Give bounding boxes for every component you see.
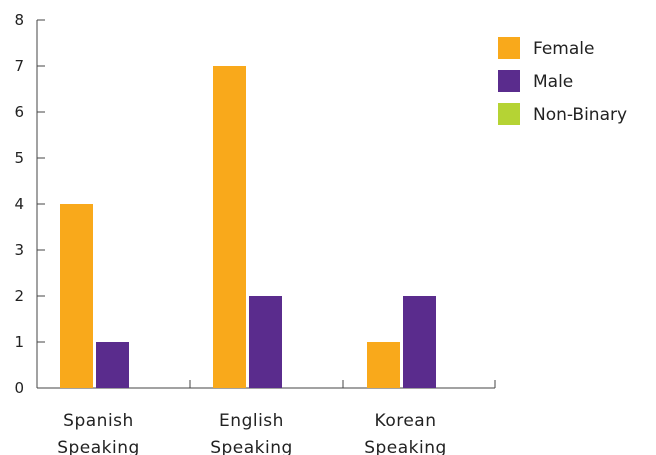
- y-tick-label: 1: [14, 333, 24, 351]
- bar-female-1: [213, 66, 246, 388]
- x-category-label: Korean: [375, 411, 437, 431]
- bars: [60, 66, 436, 388]
- x-category-label: Speaking: [364, 438, 447, 455]
- y-tick-label: 8: [14, 11, 24, 29]
- legend-swatch-non-binary: [498, 103, 520, 125]
- legend-label: Female: [533, 39, 594, 59]
- legend-swatch-female: [498, 37, 520, 59]
- bar-female-2: [367, 342, 400, 388]
- bar-male-1: [249, 296, 282, 388]
- x-axis: Spanish Speaking English Speaking Korean Spea…: [37, 380, 496, 455]
- y-tick-label: 4: [14, 195, 24, 213]
- legend-swatch-male: [498, 70, 520, 92]
- y-tick-label: 0: [14, 379, 24, 397]
- y-tick-label: 2: [14, 287, 24, 305]
- y-tick-label: 7: [14, 57, 24, 75]
- x-category-label: Speaking: [210, 438, 293, 455]
- x-category-label: Speaking: [57, 438, 140, 455]
- y-tick-label: 6: [14, 103, 24, 121]
- bar-female-0: [60, 204, 93, 388]
- y-tick-label: 5: [14, 149, 24, 167]
- legend-label: Male: [533, 72, 573, 92]
- bar-male-2: [403, 296, 436, 388]
- bar-male-0: [96, 342, 129, 388]
- legend-label: Non-Binary: [533, 105, 627, 125]
- y-tick-label: 3: [14, 241, 24, 259]
- y-axis: 0 1 2 3 4 5 6 7 8: [14, 11, 45, 397]
- legend: Female Male Non-Binary: [498, 37, 627, 125]
- x-category-label: English: [219, 411, 284, 431]
- x-category-label: Spanish: [63, 411, 134, 431]
